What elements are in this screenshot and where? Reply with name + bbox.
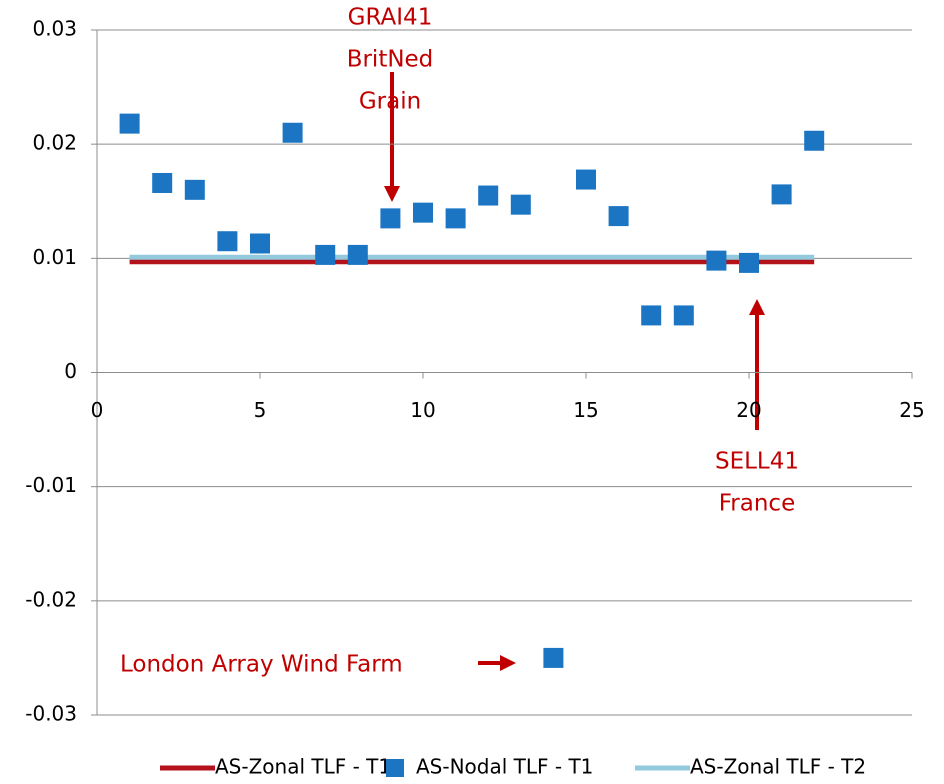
annotation: GRAI41	[348, 5, 433, 31]
x-tick-label: 0	[91, 398, 104, 422]
y-tick-label: 0	[64, 359, 77, 383]
y-tick-label: 0.01	[32, 245, 77, 269]
x-tick-label: 15	[573, 398, 598, 422]
point	[771, 184, 792, 205]
x-tick-label: 5	[254, 398, 267, 422]
point	[380, 208, 401, 229]
y-tick-label: -0.03	[25, 702, 77, 726]
legend-label: AS-Zonal TLF - T2	[690, 755, 866, 779]
annotation: SELL41	[715, 449, 799, 475]
point	[347, 244, 368, 265]
annotation: Grain	[359, 89, 421, 115]
annotation: London Array Wind Farm	[120, 652, 403, 678]
point	[510, 194, 531, 215]
point	[478, 185, 499, 206]
y-tick-label: 0.02	[32, 131, 77, 155]
point	[576, 169, 596, 190]
x-tick-label: 10	[410, 398, 435, 422]
point	[673, 305, 694, 326]
annotation: France	[719, 491, 795, 517]
legend-label: AS-Zonal TLF - T1	[215, 755, 391, 779]
annotation: BritNed	[347, 47, 434, 73]
point	[250, 233, 270, 254]
point	[804, 130, 825, 151]
y-tick-label: -0.02	[25, 587, 77, 611]
y-tick-label: -0.01	[25, 473, 77, 497]
point	[315, 244, 336, 265]
point	[184, 179, 205, 200]
point	[706, 250, 727, 271]
point	[543, 647, 564, 668]
legend-label: AS-Nodal TLF - T1	[416, 755, 593, 779]
point	[152, 172, 173, 193]
point	[739, 252, 759, 273]
point	[119, 113, 140, 134]
point	[217, 231, 238, 252]
point	[641, 305, 662, 326]
point	[282, 122, 303, 143]
y-tick-label: 0.03	[32, 17, 77, 41]
x-tick-label: 25	[899, 398, 924, 422]
x-tick-label: 20	[736, 398, 761, 422]
point	[445, 208, 466, 229]
point	[608, 206, 629, 227]
point	[413, 202, 433, 223]
legend-swatch	[386, 759, 404, 777]
